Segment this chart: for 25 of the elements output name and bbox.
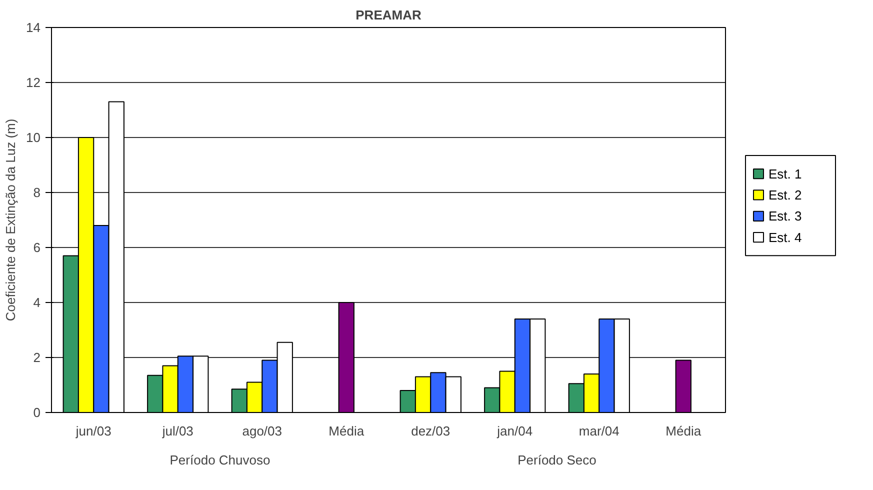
y-tick-label: 12 bbox=[26, 75, 41, 90]
x-tick-label: dez/03 bbox=[411, 424, 450, 438]
legend-label: Est. 4 bbox=[768, 230, 802, 245]
bar bbox=[675, 360, 692, 412]
legend-label: Est. 1 bbox=[768, 166, 802, 182]
y-tick-label: 4 bbox=[33, 295, 41, 310]
y-tick-label: 0 bbox=[33, 405, 41, 420]
x-tick-label: jan/04 bbox=[496, 424, 533, 438]
x-tick-label: jun/03 bbox=[74, 424, 112, 438]
x-tick-label: jul/03 bbox=[161, 424, 194, 438]
y-tick-label: 2 bbox=[33, 350, 41, 365]
x-tick-label: mar/04 bbox=[578, 424, 620, 438]
y-tick-label: 14 bbox=[26, 20, 41, 35]
y-tick-label: 10 bbox=[26, 130, 41, 145]
chart-title: PREAMAR bbox=[356, 8, 422, 22]
y-tick-label: 8 bbox=[33, 185, 41, 200]
y-tick-label: 6 bbox=[33, 240, 41, 255]
x-tick-label: ago/03 bbox=[242, 424, 282, 438]
y-axis-title: Coeficiente de Extinção da Luz (m) bbox=[3, 118, 18, 322]
text: Período Seco bbox=[518, 452, 596, 468]
legend-label: Est. 3 bbox=[768, 208, 802, 224]
legend-label: Est. 2 bbox=[768, 187, 802, 202]
x-tick-label: Média bbox=[666, 424, 702, 438]
x-tick-label: Média bbox=[328, 424, 365, 438]
text: Período Chuvoso bbox=[170, 452, 270, 468]
